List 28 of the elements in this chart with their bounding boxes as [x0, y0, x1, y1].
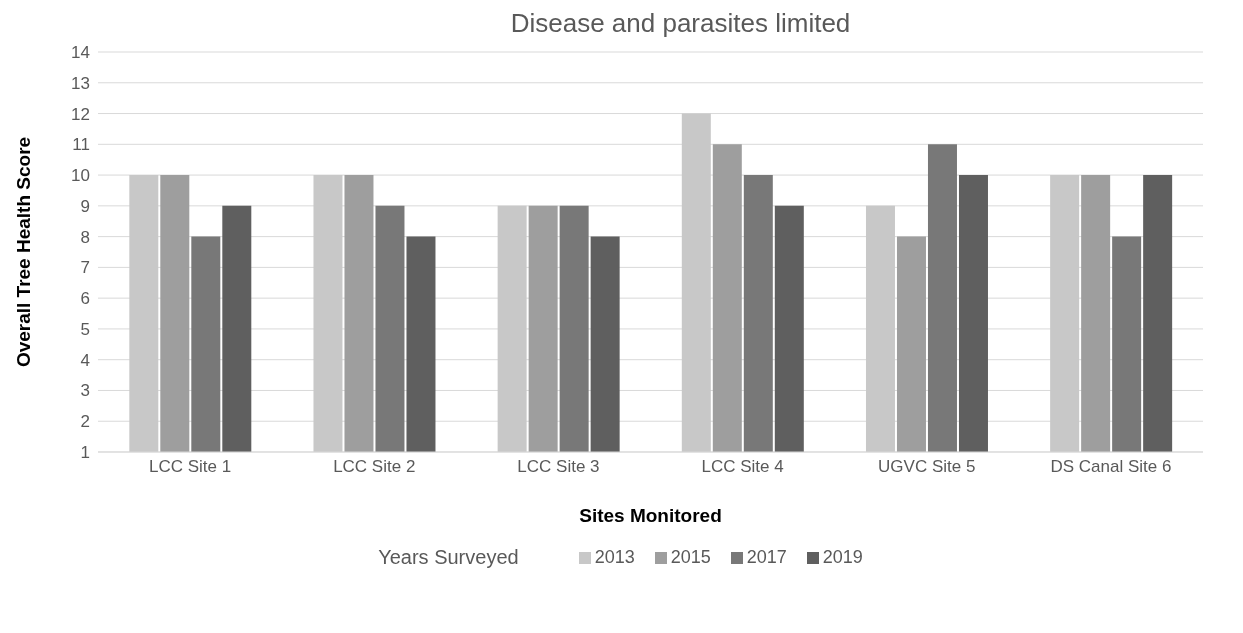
y-tick-label: 5 — [80, 319, 90, 339]
x-tick-label: DS Canal Site 6 — [1050, 457, 1172, 477]
x-tick-label: LCC Site 3 — [517, 457, 600, 477]
legend-label: 2019 — [821, 547, 863, 568]
y-tick-label: 7 — [80, 258, 90, 278]
legend-label: 2015 — [669, 547, 711, 568]
y-tick-label: 4 — [80, 350, 90, 370]
y-tick-label: 3 — [80, 381, 90, 401]
legend-title: Years Surveyed — [378, 546, 519, 569]
y-tick-label: 12 — [71, 104, 90, 124]
y-tick-label: 14 — [71, 43, 90, 63]
legend-label: 2013 — [593, 547, 635, 568]
x-tick-label: LCC Site 2 — [333, 457, 416, 477]
y-tick-label: 13 — [71, 73, 90, 93]
x-tick-label: LCC Site 1 — [148, 457, 232, 477]
y-tick-label: 8 — [80, 227, 90, 247]
y-tick-label: 6 — [80, 289, 90, 309]
y-tick-label: 2 — [80, 412, 90, 432]
y-tick-label: 11 — [72, 135, 90, 155]
legend-label: 2017 — [745, 547, 787, 568]
y-tick-label: 9 — [80, 196, 90, 216]
chart-title: Disease and parasites limited — [509, 8, 852, 40]
y-tick-label: 1 — [80, 443, 90, 463]
y-axis-title: Overall Tree Health Score — [12, 136, 34, 368]
x-tick-label: LCC Site 4 — [701, 457, 784, 477]
x-tick-label: UGVC Site 5 — [878, 457, 976, 477]
x-axis-title: Sites Monitored — [579, 505, 722, 526]
y-tick-label: 10 — [71, 166, 90, 186]
